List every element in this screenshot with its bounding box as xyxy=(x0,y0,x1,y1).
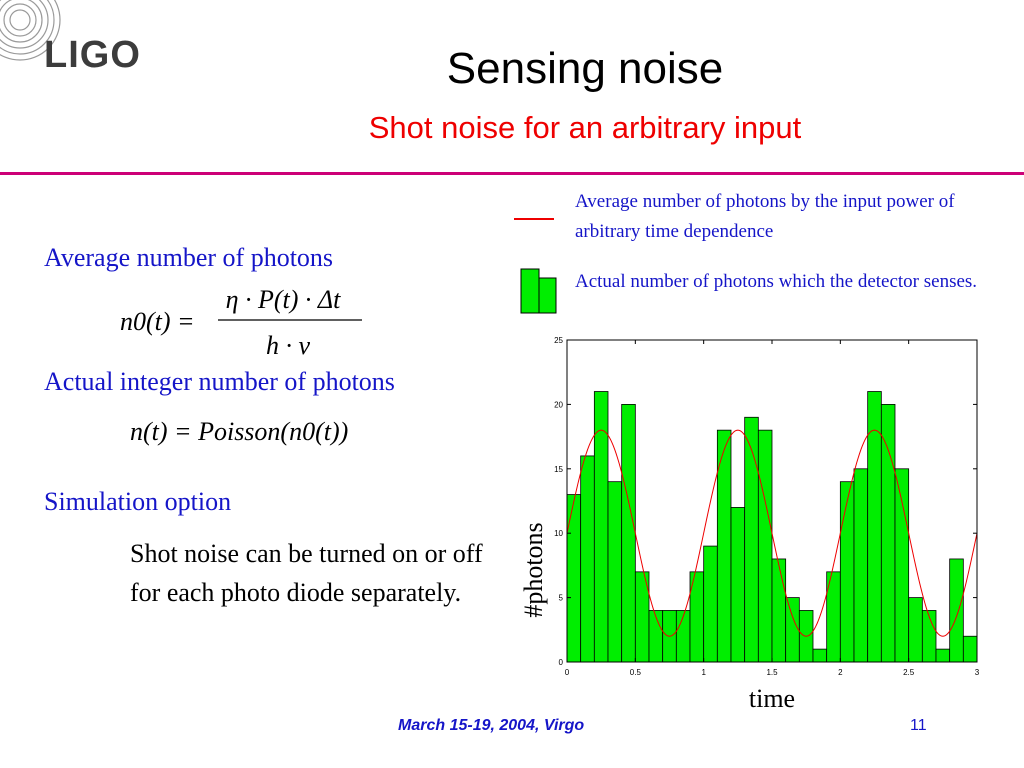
eq2-text: n(t) = Poisson(n0(t)) xyxy=(130,417,348,446)
histogram-bar xyxy=(908,597,923,663)
histogram-bar xyxy=(921,610,937,663)
histogram-bar xyxy=(880,404,896,663)
eq1-denominator: h · ν xyxy=(266,331,311,360)
histogram-bar xyxy=(648,610,664,663)
x-tick-label: 0 xyxy=(565,668,570,677)
histogram-bar xyxy=(785,597,800,663)
histogram-bar xyxy=(566,494,582,663)
x-tick-label: 0.5 xyxy=(630,668,642,677)
histogram-bar xyxy=(894,468,910,663)
x-tick-label: 2.5 xyxy=(903,668,915,677)
x-tick-label: 2 xyxy=(838,668,843,677)
legend-line-swatch xyxy=(514,218,554,220)
histogram-bar xyxy=(607,481,623,663)
heading-actual-photons: Actual integer number of photons xyxy=(44,367,395,396)
footer-date: March 15-19, 2004, Virgo xyxy=(398,717,585,734)
ligo-logo-swirl xyxy=(0,0,61,61)
x-tick-label: 3 xyxy=(975,668,980,677)
simulation-description: Shot noise can be turned on or off for e… xyxy=(130,539,483,607)
histogram-bar xyxy=(839,481,855,663)
equation-poisson: n(t) = Poisson(n0(t)) xyxy=(130,417,348,446)
histogram-bar xyxy=(949,558,964,663)
x-axis-label: time xyxy=(749,684,795,713)
histogram-bar xyxy=(621,404,636,663)
legend-line-label: Average number of photons by the input p… xyxy=(575,191,955,242)
chart-bars xyxy=(566,391,978,663)
legend-bar-label: Actual number of photons which the detec… xyxy=(575,271,978,292)
equation-average-photons: n0(t) = η · P(t) · Δt h · ν xyxy=(120,285,362,360)
slide-title: Sensing noise xyxy=(446,44,724,93)
photon-histogram-chart: 0 0.5 1 1.5 2 2.5 3 0 5 10 15 20 25 #photons time xyxy=(519,336,980,713)
page-number: 11 xyxy=(910,717,927,734)
y-axis-label: #photons xyxy=(519,522,548,617)
histogram-bar xyxy=(744,416,759,663)
y-tick-label: 0 xyxy=(559,658,564,667)
y-tick-label: 20 xyxy=(554,400,563,409)
heading-average-photons: Average number of photons xyxy=(44,243,334,272)
histogram-bar xyxy=(580,455,595,663)
histogram-bar xyxy=(935,648,951,663)
average-photons-curve xyxy=(566,429,978,637)
histogram-bar xyxy=(812,648,828,663)
chart-axes: 0 0.5 1 1.5 2 2.5 3 0 5 10 15 20 25 xyxy=(554,336,980,677)
histogram-bar xyxy=(962,635,978,663)
y-tick-label: 10 xyxy=(554,529,563,538)
eq1-numerator: η · P(t) · Δt xyxy=(226,285,342,314)
y-tick-label: 15 xyxy=(554,465,563,474)
x-tick-label: 1.5 xyxy=(766,668,778,677)
histogram-bar xyxy=(675,610,691,663)
histogram-bar xyxy=(853,468,869,663)
heading-simulation-option: Simulation option xyxy=(44,487,232,516)
histogram-bar xyxy=(771,558,787,663)
histogram-bar xyxy=(703,545,718,663)
histogram-bar xyxy=(730,507,746,663)
title-divider xyxy=(0,172,1024,175)
x-tick-label: 1 xyxy=(701,668,706,677)
y-tick-label: 25 xyxy=(554,336,563,345)
histogram-bar xyxy=(757,429,773,663)
y-tick-label: 5 xyxy=(559,594,564,603)
slide-subtitle: Shot noise for an arbitrary input xyxy=(368,110,802,145)
ligo-logo-text: LIGO xyxy=(44,34,141,76)
legend-bar-swatch xyxy=(520,268,557,314)
eq1-lhs: n0(t) = xyxy=(120,307,195,336)
